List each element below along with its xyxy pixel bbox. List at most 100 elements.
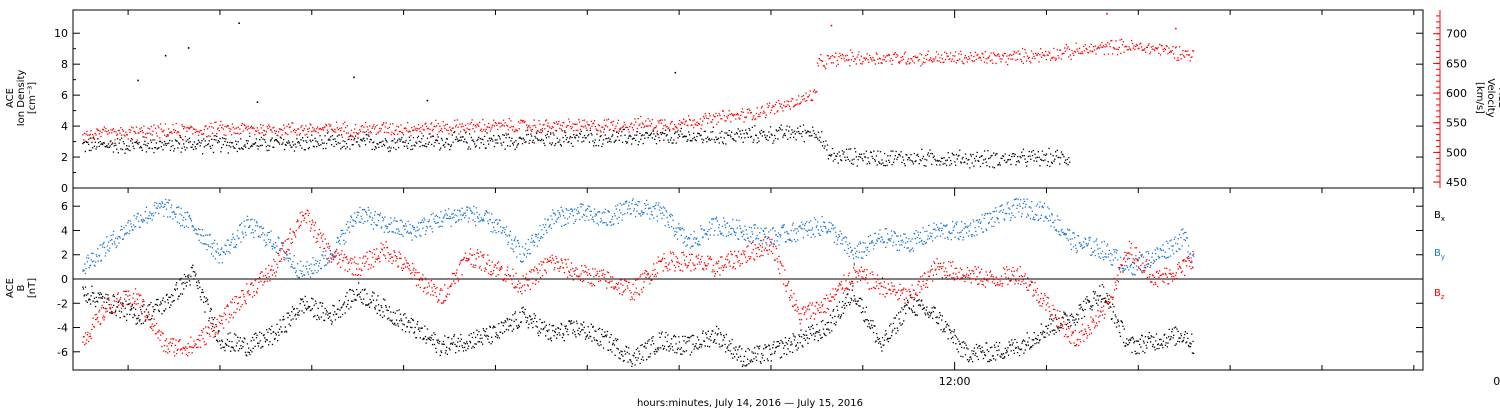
- point-0-0: [948, 156, 950, 159]
- point-b1: [122, 238, 124, 240]
- point-b1: [361, 209, 364, 211]
- point-0-0: [970, 155, 972, 157]
- point-b0: [1000, 356, 1002, 358]
- point-0-0: [404, 141, 406, 144]
- point-1-0: [255, 130, 258, 132]
- point-b0: [795, 344, 798, 346]
- point-1-1: [820, 54, 822, 56]
- point-b0: [134, 308, 137, 310]
- point-b0: [968, 361, 970, 363]
- point-b0: [602, 336, 604, 338]
- point-b0: [698, 346, 700, 348]
- point-0-0: [750, 135, 753, 138]
- point-1-0: [509, 126, 511, 129]
- point-1-1: [858, 51, 860, 53]
- point-b0: [243, 337, 245, 339]
- point-b1: [159, 207, 161, 209]
- point-1-0: [326, 129, 329, 131]
- point-b0: [588, 331, 591, 333]
- point-1-0: [352, 136, 354, 138]
- point-1-1: [1051, 57, 1053, 59]
- point-b0: [794, 336, 796, 338]
- point-0-0: [273, 140, 276, 142]
- point-b1: [363, 209, 366, 211]
- point-0-0: [316, 146, 318, 148]
- point-b0: [626, 346, 628, 348]
- point-0-0: [1067, 164, 1069, 166]
- point-b1: [174, 213, 176, 215]
- point-1-0: [532, 125, 534, 127]
- point-b0: [1190, 343, 1192, 345]
- point-b0: [817, 340, 819, 342]
- point-b1: [310, 263, 312, 265]
- point-b0: [730, 353, 733, 355]
- point-1-0: [579, 128, 582, 131]
- point-1-1: [1108, 43, 1110, 45]
- point-1-0: [736, 112, 739, 115]
- point-0-0: [716, 138, 718, 141]
- point-b0: [799, 342, 801, 344]
- point-1-0: [228, 127, 230, 130]
- point-1-0: [435, 119, 437, 121]
- point-0-0: [484, 147, 486, 149]
- point-0-0: [183, 146, 186, 148]
- point-b1: [240, 241, 242, 243]
- point-b0: [430, 337, 432, 339]
- point-1-0: [340, 127, 343, 129]
- point-b1: [437, 221, 439, 224]
- point-1-0: [431, 122, 433, 124]
- outlier-0-1: [187, 47, 190, 49]
- point-1-1: [891, 63, 893, 65]
- point-0-0: [91, 141, 93, 144]
- point-b0: [476, 334, 479, 336]
- point-b1: [302, 265, 304, 267]
- point-1-0: [182, 125, 184, 128]
- point-1-0: [101, 131, 103, 134]
- point-b0: [655, 348, 657, 351]
- point-1-0: [733, 113, 735, 115]
- point-b0: [241, 347, 243, 350]
- point-b0: [297, 311, 299, 314]
- point-0-0: [745, 129, 747, 131]
- point-b1: [304, 274, 306, 276]
- point-0-0: [673, 139, 675, 141]
- point-0-0: [87, 141, 89, 144]
- point-0-0: [672, 142, 674, 144]
- point-1-1: [1169, 51, 1171, 54]
- point-0-0: [615, 139, 617, 141]
- point-0-0: [604, 134, 606, 136]
- point-b0: [935, 316, 937, 319]
- point-b0: [95, 305, 97, 308]
- point-0-0: [556, 137, 558, 139]
- point-b0: [891, 331, 893, 333]
- point-1-1: [1121, 44, 1124, 46]
- point-b0: [1067, 319, 1069, 321]
- point-1-1: [1142, 49, 1144, 51]
- point-1-1: [1132, 47, 1134, 49]
- point-b0: [538, 330, 540, 332]
- point-b0: [581, 324, 583, 326]
- point-b0: [507, 319, 509, 321]
- point-1-0: [774, 104, 777, 106]
- point-b1: [246, 219, 248, 221]
- point-0-0: [539, 131, 541, 133]
- point-b0: [942, 331, 944, 333]
- point-1-0: [231, 134, 233, 136]
- point-0-0: [804, 129, 806, 132]
- point-b0: [599, 341, 601, 343]
- point-1-1: [883, 55, 885, 57]
- point-1-1: [937, 53, 939, 55]
- point-0-0: [943, 157, 945, 159]
- point-b0: [554, 330, 556, 332]
- point-1-1: [826, 63, 828, 65]
- point-1-0: [385, 122, 387, 124]
- point-b0: [652, 336, 654, 338]
- point-0-0: [788, 126, 791, 128]
- point-b1: [426, 227, 429, 229]
- point-b0: [988, 360, 990, 363]
- point-b0: [701, 332, 704, 334]
- point-1-0: [691, 124, 693, 126]
- point-0-0: [374, 146, 377, 148]
- point-b0: [282, 315, 285, 318]
- point-0-0: [493, 145, 496, 148]
